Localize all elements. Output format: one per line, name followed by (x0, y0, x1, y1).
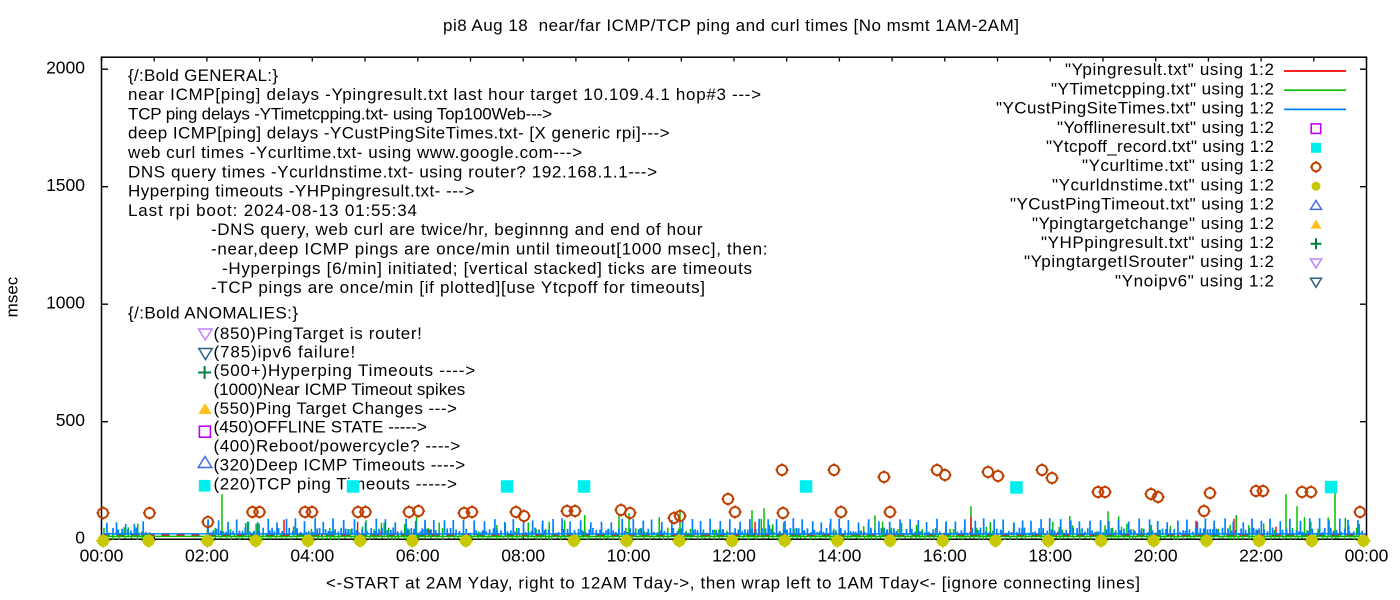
svg-text:"Ytcpoff_record.txt" using 1:2: "Ytcpoff_record.txt" using 1:2 (1046, 137, 1274, 156)
svg-text:22:00: 22:00 (1239, 546, 1283, 566)
svg-text:-DNS query, web curl are twice: -DNS query, web curl are twice/hr, begin… (211, 220, 703, 239)
svg-text:12:00: 12:00 (712, 546, 756, 566)
svg-text:00:00: 00:00 (1345, 546, 1389, 566)
svg-text:Last rpi boot: 2024-08-13 01:5: Last rpi boot: 2024-08-13 01:55:34 (128, 201, 417, 220)
svg-text:{/:Bold GENERAL:}: {/:Bold GENERAL:} (128, 66, 278, 85)
svg-text:(1000)Near ICMP Timeout spikes: (1000)Near ICMP Timeout spikes (214, 380, 466, 399)
svg-text:"YCustPingSiteTimes.txt" using: "YCustPingSiteTimes.txt" using 1:2 (996, 99, 1274, 118)
svg-text:"YTimetcpping.txt" using 1:2: "YTimetcpping.txt" using 1:2 (1051, 79, 1274, 98)
svg-text:04:00: 04:00 (290, 546, 334, 566)
svg-text:14:00: 14:00 (818, 546, 862, 566)
svg-text:08:00: 08:00 (501, 546, 545, 566)
svg-text:(450)OFFLINE STATE ----->: (450)OFFLINE STATE -----> (214, 418, 427, 437)
svg-text:(400)Reboot/powercycle? ---->: (400)Reboot/powercycle? ----> (214, 437, 461, 456)
svg-text:"Yofflineresult.txt" using 1:2: "Yofflineresult.txt" using 1:2 (1057, 118, 1274, 137)
svg-text:(785)ipv6 failure!: (785)ipv6 failure! (214, 343, 356, 362)
svg-text:(500+)Hyperping Timeouts ---->: (500+)Hyperping Timeouts ----> (214, 361, 476, 380)
svg-text:"YHPpingresult.txt" using 1:2: "YHPpingresult.txt" using 1:2 (1041, 233, 1274, 252)
svg-text:deep ICMP[ping] delays -YCustP: deep ICMP[ping] delays -YCustPingSiteTim… (128, 124, 670, 143)
svg-text:-Hyperpings [6/min] initiated;: -Hyperpings [6/min] initiated; [vertical… (222, 259, 752, 278)
svg-text:msec: msec (3, 276, 22, 317)
svg-text:DNS query times -Ycurldnstime.: DNS query times -Ycurldnstime.txt- using… (128, 162, 657, 181)
svg-text:"YCustPingTimeout.txt" using 1: "YCustPingTimeout.txt" using 1:2 (1010, 195, 1274, 214)
svg-text:TCP ping delays -YTimetcpping.: TCP ping delays -YTimetcpping.txt- using… (128, 104, 552, 123)
svg-text:500: 500 (56, 410, 85, 430)
svg-text:{/:Bold ANOMALIES:}: {/:Bold ANOMALIES:} (128, 303, 298, 322)
svg-text:2000: 2000 (46, 57, 85, 77)
svg-text:-TCP pings are once/min [if pl: -TCP pings are once/min [if plotted][use… (211, 278, 705, 297)
svg-text:"YpingtargetISrouter" using 1:: "YpingtargetISrouter" using 1:2 (1024, 252, 1274, 271)
svg-text:"Ycurltime.txt" using 1:2: "Ycurltime.txt" using 1:2 (1082, 156, 1274, 175)
svg-text:02:00: 02:00 (185, 546, 229, 566)
svg-text:<-START at 2AM Yday, right to: <-START at 2AM Yday, right to 12AM Tday-… (326, 574, 1140, 593)
svg-text:Hyperping timeouts -YHPpingres: Hyperping timeouts -YHPpingresult.txt- -… (128, 182, 475, 201)
svg-text:"Ynoipv6" using 1:2: "Ynoipv6" using 1:2 (1115, 271, 1274, 290)
svg-text:(220)TCP ping Timeouts ----->: (220)TCP ping Timeouts -----> (214, 474, 457, 493)
svg-text:"Ycurldnstime.txt" using 1:2: "Ycurldnstime.txt" using 1:2 (1052, 175, 1274, 194)
svg-text:"Ypingresult.txt" using 1:2: "Ypingresult.txt" using 1:2 (1065, 60, 1274, 79)
svg-text:16:00: 16:00 (923, 546, 967, 566)
svg-text:(550)Ping Target Changes --->: (550)Ping Target Changes ---> (214, 399, 457, 418)
svg-text:0: 0 (75, 527, 85, 547)
svg-text:06:00: 06:00 (396, 546, 440, 566)
svg-text:1000: 1000 (46, 292, 85, 312)
svg-text:00:00: 00:00 (80, 546, 124, 566)
svg-text:18:00: 18:00 (1028, 546, 1072, 566)
svg-text:10:00: 10:00 (607, 546, 651, 566)
svg-text:(320)Deep ICMP Timeouts ---->: (320)Deep ICMP Timeouts ----> (214, 456, 466, 475)
svg-text:(850)PingTarget is router!: (850)PingTarget is router! (214, 324, 422, 343)
svg-text:20:00: 20:00 (1134, 546, 1178, 566)
svg-text:near ICMP[ping] delays -Ypingr: near ICMP[ping] delays -Ypingresult.txt … (128, 85, 761, 104)
svg-text:1500: 1500 (46, 175, 85, 195)
svg-text:web curl times -Ycurltime.txt-: web curl times -Ycurltime.txt- using www… (127, 143, 582, 162)
svg-text:pi8 Aug 18 near/far ICMP/TCP: pi8 Aug 18 near/far ICMP/TCP ping and cu… (443, 16, 1019, 35)
svg-text:"Ypingtargetchange" using 1:2: "Ypingtargetchange" using 1:2 (1032, 214, 1274, 233)
svg-text:-near,deep ICMP pings are once: -near,deep ICMP pings are once/min until… (211, 240, 768, 259)
